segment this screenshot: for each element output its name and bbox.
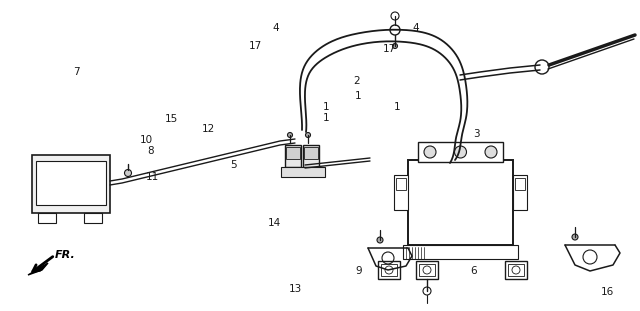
Text: 1: 1 [323, 102, 330, 112]
Bar [416, 261, 438, 279]
Text: 17: 17 [383, 44, 396, 54]
Bar [36, 161, 106, 205]
Text: 1: 1 [323, 113, 330, 123]
Text: 9: 9 [355, 266, 362, 276]
Polygon shape [28, 263, 48, 275]
Text: 14: 14 [268, 218, 281, 228]
Bar [508, 264, 524, 276]
Bar [394, 175, 408, 210]
Text: 3: 3 [474, 129, 480, 139]
Bar [84, 213, 102, 223]
Text: 1: 1 [394, 102, 400, 112]
Bar [419, 264, 435, 276]
Bar [378, 261, 400, 279]
Text: 16: 16 [600, 287, 614, 297]
Bar [286, 147, 300, 159]
Bar [396, 178, 406, 190]
Bar [285, 145, 301, 167]
Circle shape [392, 44, 397, 49]
Text: 8: 8 [147, 146, 154, 156]
Bar [303, 145, 319, 167]
Text: 6: 6 [470, 266, 477, 276]
Text: 10: 10 [140, 135, 153, 145]
Text: FR.: FR. [55, 250, 76, 260]
Circle shape [535, 60, 549, 74]
Bar [381, 264, 397, 276]
Circle shape [390, 25, 400, 35]
Bar [408, 160, 513, 245]
Circle shape [454, 146, 467, 158]
Bar [403, 245, 518, 259]
Text: 13: 13 [289, 284, 303, 294]
Text: 12: 12 [202, 124, 215, 134]
Circle shape [287, 132, 292, 137]
Bar [505, 261, 527, 279]
Bar [513, 175, 527, 210]
Bar [281, 167, 325, 177]
Bar [304, 147, 318, 159]
Text: 5: 5 [230, 160, 237, 170]
Text: 4: 4 [413, 23, 419, 33]
Circle shape [572, 234, 578, 240]
Bar [515, 178, 525, 190]
Bar [418, 142, 503, 162]
Circle shape [391, 12, 399, 20]
Text: 2: 2 [353, 76, 360, 86]
Bar [32, 155, 110, 213]
Circle shape [125, 169, 131, 177]
Circle shape [305, 132, 310, 137]
Text: 11: 11 [146, 172, 159, 182]
Circle shape [377, 237, 383, 243]
Text: 4: 4 [272, 23, 278, 33]
Circle shape [485, 146, 497, 158]
Circle shape [423, 287, 431, 295]
Bar [38, 213, 56, 223]
Text: 7: 7 [74, 67, 80, 77]
Text: 1: 1 [355, 91, 362, 101]
Text: 17: 17 [248, 41, 262, 51]
Circle shape [424, 146, 436, 158]
Text: 15: 15 [165, 114, 179, 124]
